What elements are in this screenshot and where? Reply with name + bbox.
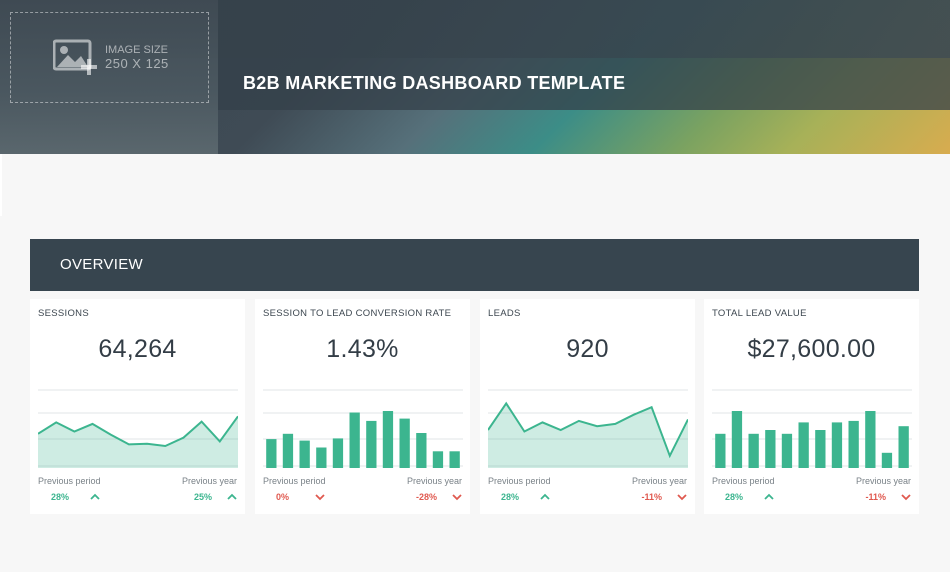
chevron-up-icon — [227, 493, 237, 500]
bar — [332, 438, 344, 468]
chevron-up-icon — [540, 493, 550, 500]
kpi-value: 920 — [566, 335, 609, 363]
previous-year-label: Previous year — [406, 476, 462, 486]
previous-year-value: -11% — [641, 492, 662, 502]
logo-size-value: 250 X 125 — [105, 56, 169, 71]
bar — [349, 412, 360, 468]
previous-period-value: 28% — [725, 492, 744, 502]
bar — [316, 447, 327, 468]
bar — [382, 411, 394, 468]
dashboard-header: IMAGE SIZE 250 X 125 B2B MARKETING DASHB… — [0, 0, 950, 154]
bar — [282, 433, 294, 468]
bar — [299, 440, 310, 468]
bar — [865, 411, 876, 468]
series-line — [38, 415, 238, 448]
previous-period-label: Previous period — [38, 476, 101, 486]
kpi-sparkline — [712, 389, 912, 468]
kpi-sparkline — [38, 389, 238, 468]
overview-section-header: OVERVIEW — [30, 239, 919, 291]
previous-year-value: -28% — [415, 492, 437, 502]
bar — [848, 420, 859, 468]
bar — [366, 420, 377, 468]
overview-title: OVERVIEW — [60, 256, 143, 273]
bar — [781, 433, 793, 468]
bar — [748, 433, 759, 468]
kpi-value: $27,600.00 — [747, 335, 876, 363]
kpi-label: SESSIONS — [38, 308, 89, 319]
kpi-sparkline — [488, 389, 688, 468]
logo-placeholder[interactable]: IMAGE SIZE 250 X 125 — [10, 12, 209, 103]
previous-period-label: Previous period — [488, 476, 551, 486]
kpi-label: TOTAL LEAD VALUE — [712, 308, 807, 319]
previous-year-value: -11% — [865, 492, 886, 502]
previous-year-label: Previous year — [631, 476, 687, 486]
previous-year-label: Previous year — [855, 476, 911, 486]
chevron-down-icon — [901, 494, 911, 501]
left-edge — [0, 154, 2, 216]
bar — [898, 426, 909, 468]
kpi-card[interactable]: SESSIONS 64,264 Previous period 28% Prev… — [30, 299, 245, 514]
kpi-card[interactable]: SESSION TO LEAD CONVERSION RATE 1.43% Pr… — [255, 299, 470, 514]
bar — [449, 451, 460, 468]
kpi-card[interactable]: LEADS 920 Previous period 28% Previous y… — [480, 299, 695, 514]
header-band-mid — [218, 58, 950, 110]
previous-period-value: 28% — [51, 492, 70, 502]
bar — [715, 433, 726, 468]
chevron-up-icon — [764, 493, 774, 500]
previous-period-value: 0% — [276, 492, 290, 502]
previous-year-value: 25% — [193, 492, 212, 502]
logo-size-label: IMAGE SIZE — [105, 44, 168, 56]
bar — [765, 430, 776, 468]
bar — [815, 430, 826, 468]
header-band-left — [0, 0, 218, 154]
series-line — [488, 401, 688, 459]
bar — [416, 433, 427, 468]
page-title: B2B MARKETING DASHBOARD TEMPLATE — [243, 73, 626, 93]
previous-year-label: Previous year — [181, 476, 237, 486]
kpi-card[interactable]: TOTAL LEAD VALUE $27,600.00 Previous per… — [704, 299, 919, 514]
kpi-value: 1.43% — [326, 335, 399, 363]
previous-period-label: Previous period — [263, 476, 326, 486]
bar — [399, 418, 410, 468]
kpi-label: LEADS — [488, 308, 521, 319]
kpi-label: SESSION TO LEAD CONVERSION RATE — [263, 308, 452, 319]
kpi-value: 64,264 — [98, 335, 177, 363]
kpi-sparkline — [263, 389, 463, 468]
chevron-up-icon — [90, 493, 100, 500]
bar — [831, 422, 843, 468]
add-image-icon — [53, 39, 97, 75]
logo-placeholder-text: IMAGE SIZE 250 X 125 — [105, 43, 169, 71]
previous-period-value: 28% — [501, 492, 520, 502]
chevron-down-icon — [452, 494, 462, 501]
bar — [798, 422, 809, 468]
bar — [881, 452, 893, 468]
bar — [266, 439, 277, 468]
area-fill — [488, 403, 688, 468]
bar — [731, 411, 743, 468]
previous-period-label: Previous period — [712, 476, 775, 486]
bar — [432, 451, 444, 468]
chevron-down-icon — [677, 494, 687, 501]
chevron-down-icon — [315, 494, 325, 501]
area-fill — [38, 416, 238, 468]
